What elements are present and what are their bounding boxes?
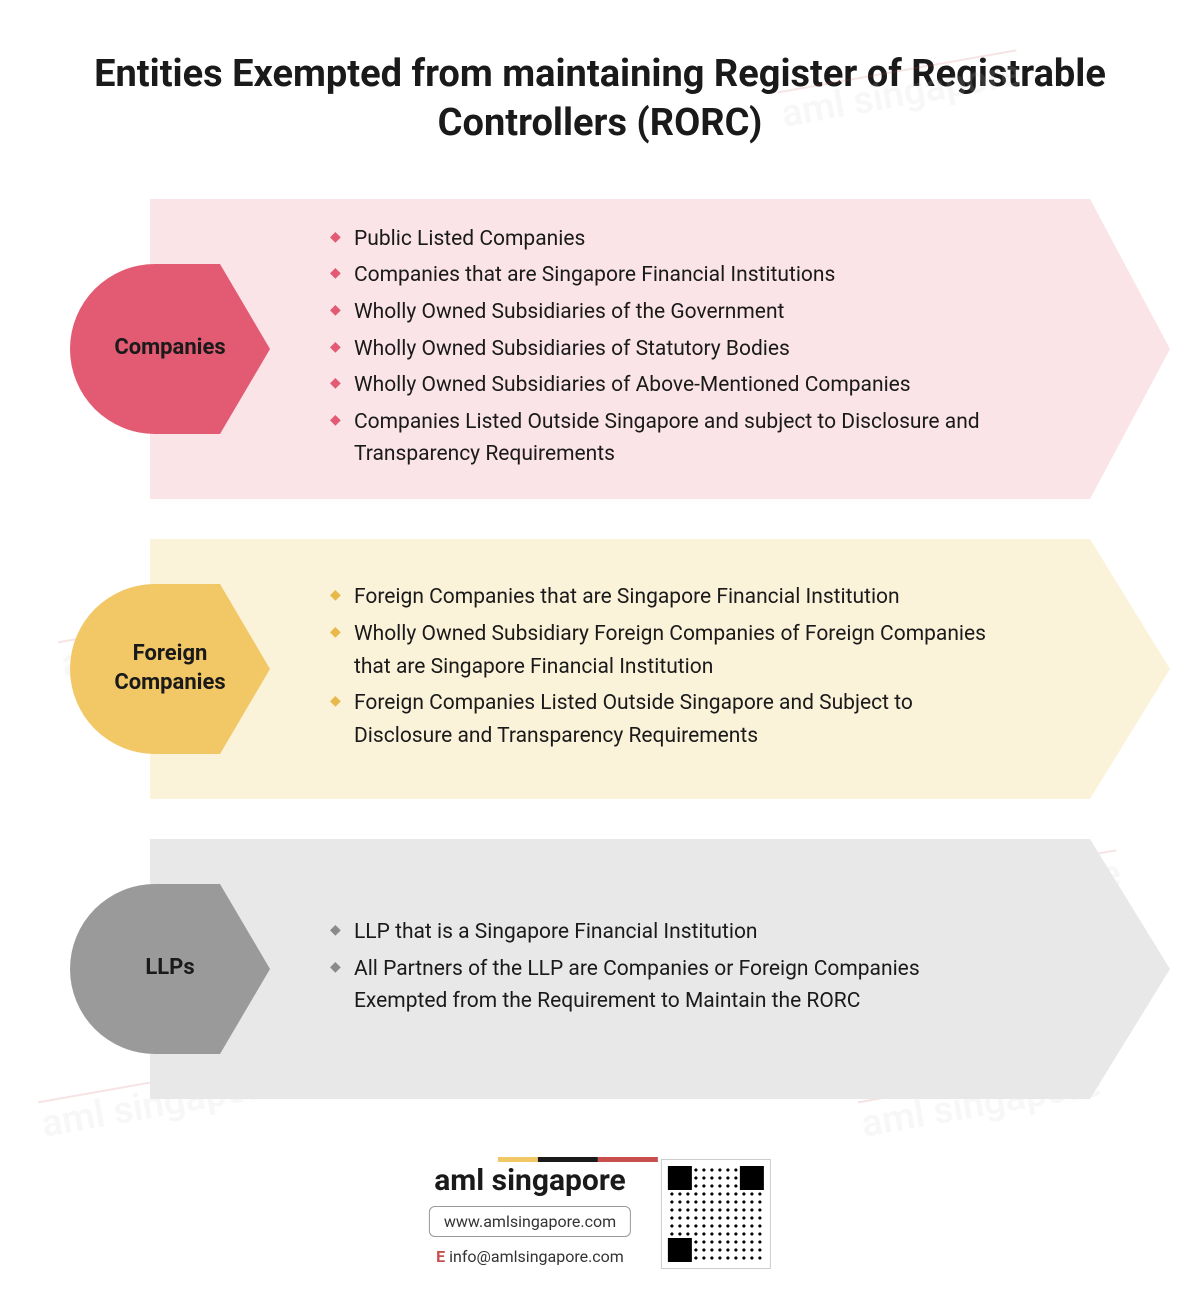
list-item: Companies that are Singapore Financial I…	[330, 259, 990, 292]
items-list: LLP that is a Singapore Financial Instit…	[330, 916, 990, 1022]
footer-branding: aml singapore www.amlsingapore.com E inf…	[429, 1163, 631, 1266]
badge: Foreign Companies	[70, 584, 270, 754]
section-llps: LLPs LLP that is a Singapore Financial I…	[70, 839, 1130, 1099]
badge: LLPs	[70, 884, 270, 1054]
list-item: Wholly Owned Subsidiaries of Above-Menti…	[330, 369, 990, 402]
infographic-container: Entities Exempted from maintaining Regis…	[0, 0, 1200, 1169]
email-address: info@amlsingapore.com	[449, 1247, 624, 1266]
list-item: Foreign Companies that are Singapore Fin…	[330, 581, 990, 614]
qr-code	[661, 1159, 771, 1269]
email: E info@amlsingapore.com	[429, 1247, 631, 1266]
list-item: Foreign Companies Listed Outside Singapo…	[330, 687, 990, 752]
list-item: All Partners of the LLP are Companies or…	[330, 953, 990, 1018]
list-item: Public Listed Companies	[330, 223, 990, 256]
arrow-body: Foreign Companies that are Singapore Fin…	[150, 539, 1110, 799]
section-foreign-companies: Foreign Companies Foreign Companies that…	[70, 539, 1130, 799]
list-item: LLP that is a Singapore Financial Instit…	[330, 916, 990, 949]
list-item: Wholly Owned Subsidiaries of the Governm…	[330, 296, 990, 329]
logo-text: aml singapore	[434, 1163, 626, 1198]
list-item: Companies Listed Outside Singapore and s…	[330, 406, 990, 471]
items-list: Foreign Companies that are Singapore Fin…	[330, 581, 990, 756]
section-companies: Companies Public Listed CompaniesCompani…	[70, 199, 1130, 499]
logo: aml singapore	[434, 1163, 626, 1204]
badge-label: Companies	[104, 334, 235, 363]
badge-label: LLPs	[135, 954, 204, 983]
email-prefix: E	[436, 1247, 445, 1266]
badge: Companies	[70, 264, 270, 434]
url-box: www.amlsingapore.com	[429, 1206, 631, 1237]
arrow-body: LLP that is a Singapore Financial Instit…	[150, 839, 1110, 1099]
list-item: Wholly Owned Subsidiary Foreign Companie…	[330, 618, 990, 683]
list-item: Wholly Owned Subsidiaries of Statutory B…	[330, 333, 990, 366]
page-title: Entities Exempted from maintaining Regis…	[70, 50, 1130, 149]
arrow-body: Public Listed CompaniesCompanies that ar…	[150, 199, 1110, 499]
badge-label: Foreign Companies	[70, 640, 270, 697]
items-list: Public Listed CompaniesCompanies that ar…	[330, 223, 990, 475]
logo-bars	[498, 1157, 658, 1162]
footer: aml singapore www.amlsingapore.com E inf…	[429, 1159, 771, 1269]
